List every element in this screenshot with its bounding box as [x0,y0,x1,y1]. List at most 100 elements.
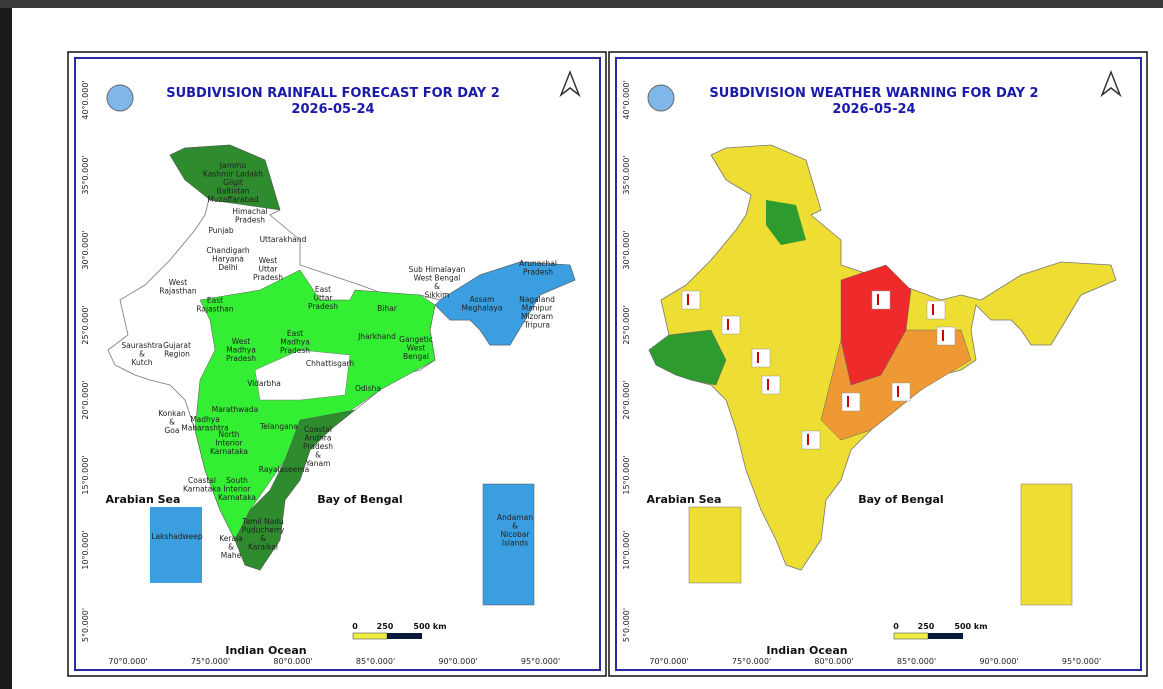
region-label: Bihar [377,304,398,313]
region-label: Sub Himalayan [409,265,466,274]
latitude-label: 30°0.000' [81,230,90,269]
region-label: Konkan [158,409,186,418]
map-panel: SUBDIVISION WEATHER WARNING FOR DAY 2202… [608,51,1148,677]
region-label: Islands [502,539,528,548]
region-label: Uttar [313,294,333,303]
scale-label: 0 [893,622,899,631]
region-label: Kashmir Ladakh [203,170,263,179]
sea-label: Indian Ocean [766,644,847,657]
region-label: Mahe [221,551,242,560]
region-label: & [315,451,321,460]
inset-andaman [482,483,535,606]
region-label: East [315,285,331,294]
region-label: Uttarakhand [260,235,307,244]
region-label: Karnataka [218,493,256,502]
longitude-label: 95°0.000' [521,657,560,666]
region-green [648,329,727,386]
region-label: Pradesh [303,442,333,451]
region-label: Region [164,350,190,359]
scale-bar-dark [928,633,963,639]
warning-icon [871,290,891,310]
region-label: & [169,418,175,427]
longitude-label: 90°0.000' [438,657,477,666]
region-blue [434,261,576,346]
region-label: & [139,350,145,359]
region-label: Jammu [219,161,246,170]
latitude-label: 15°0.000' [81,455,90,494]
scale-label: 250 [918,622,935,631]
warning-icon [751,348,771,368]
region-label: Meghalaya [462,304,503,313]
region-label: Bengal [403,352,429,361]
emblem [647,84,675,112]
scale-bar-light [352,632,388,640]
region-label: Andaman [497,513,533,522]
top-bar [0,0,1163,8]
latitude-label: 15°0.000' [622,455,631,494]
region-label: Vidarbha [247,379,281,388]
latitude-label: 40°0.000' [81,80,90,119]
region-dark-green [169,144,281,211]
region-label: Karaikal [248,543,278,552]
region-label: Coastal [304,425,332,434]
region-label: Madhya [190,415,220,424]
latitude-label: 30°0.000' [622,230,631,269]
region-label: Rajasthan [159,287,197,296]
region-label: Gilgit [223,178,243,187]
region-label: Punjab [208,226,234,235]
region-white [254,349,351,401]
longitude-label: 95°0.000' [1062,657,1101,666]
region-label: Tripura [523,321,550,330]
scale-label: 500 km [413,622,446,631]
map-frame [615,57,1142,671]
longitude-label: 70°0.000' [108,657,147,666]
region-label: Jharkhand [357,332,396,341]
sea-label: Arabian Sea [647,493,722,506]
region-label: Pradesh [253,273,283,282]
region-label: Madhya [226,346,256,355]
map-date: 2026-05-24 [291,102,374,117]
latitude-label: 5°0.000' [81,608,90,642]
region-label: Chhattisgarh [306,359,355,368]
warning-icon [926,300,946,320]
warning-icon [761,375,781,395]
longitude-label: 75°0.000' [732,657,771,666]
region-label: Arunachal [519,259,557,268]
region-label: Karnataka [210,447,248,456]
region-label: East [207,296,223,305]
longitude-label: 70°0.000' [649,657,688,666]
region-label: Pradesh [308,302,338,311]
warning-icon [801,430,821,450]
region-label: Pradesh [235,216,265,225]
region-label: Coastal [188,476,216,485]
longitude-label: 80°0.000' [814,657,853,666]
north-arrow [1100,69,1122,98]
region-label: Odisha [355,384,381,393]
region-label: Maharashtra [181,424,228,433]
region-label: & [260,534,266,543]
latitude-label: 20°0.000' [81,380,90,419]
sea-label: Bay of Bengal [317,493,402,506]
region-label: Kerala [219,534,243,543]
region-label: Kutch [131,358,152,367]
region-label: Manipur [522,304,553,313]
region-label: Marathwada [212,405,259,414]
warning-icon [721,315,741,335]
map-frame [74,57,601,671]
left-edge [0,0,12,689]
region-label: East [287,329,303,338]
region-label: Lakshadweep [151,532,202,541]
region-label: North [219,430,240,439]
region-label: Pradesh [280,346,310,355]
region-label: Sikkim [425,291,450,300]
region-label: Gangetic [399,335,433,344]
region-label: West [169,278,187,287]
region-label: Saurashtra [121,341,162,350]
latitude-label: 25°0.000' [81,305,90,344]
longitude-label: 85°0.000' [356,657,395,666]
region-label: South [226,476,248,485]
region-label: Assam [470,295,495,304]
region-label: Himachal [232,207,267,216]
region-label: Baltistan [216,187,249,196]
